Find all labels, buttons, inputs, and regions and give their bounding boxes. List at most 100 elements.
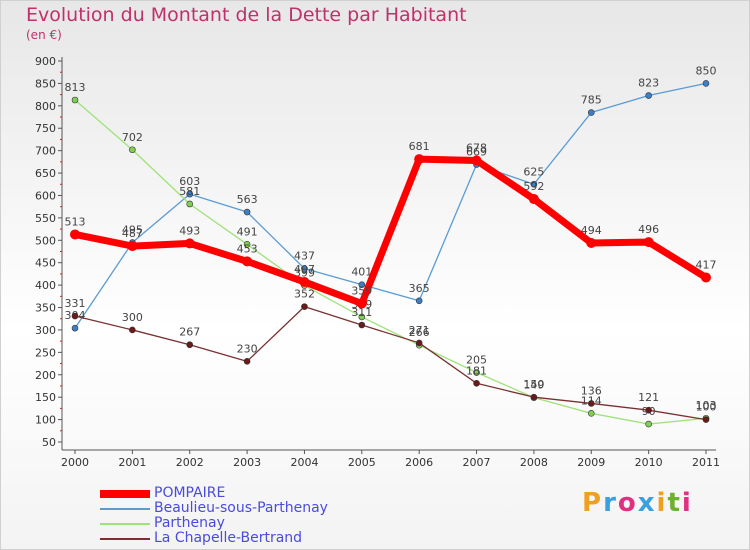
legend-swatch: [100, 538, 150, 540]
data-point-pompaire: [299, 276, 310, 287]
data-point-parthenay: [645, 420, 652, 428]
y-tick-label: 150: [35, 391, 56, 404]
y-tick-label: 650: [35, 167, 56, 180]
brand-letter: i: [656, 488, 668, 518]
data-label-beaulieu-sous-parthenay: 603: [179, 175, 200, 188]
data-label-la-chapelle-bertrand: 136: [581, 384, 602, 397]
series-line-la-chapelle-bertrand: [74, 305, 707, 421]
series-line-beaulieu-sous-parthenay: [74, 82, 707, 329]
y-tick-label: 450: [35, 257, 56, 270]
data-label-la-chapelle-bertrand: 121: [638, 391, 659, 404]
data-point-pompaire: [356, 298, 367, 309]
data-label-parthenay: 702: [122, 131, 143, 144]
data-point-beaulieu-sous-parthenay: [645, 92, 652, 99]
data-point-la-chapelle-bertrand: [301, 303, 308, 310]
data-point-la-chapelle-bertrand: [186, 341, 194, 349]
data-label-pompaire: 681: [409, 140, 430, 153]
brand-logo: Proxiti: [582, 488, 693, 518]
legend-item-pompaire: POMPAIRE: [100, 485, 420, 501]
data-point-pompaire: [70, 229, 80, 240]
data-point-la-chapelle-bertrand: [473, 379, 480, 387]
data-point-parthenay: [129, 146, 136, 154]
data-point-parthenay: [71, 96, 79, 104]
data-label-beaulieu-sous-parthenay: 823: [638, 77, 659, 90]
x-tick-label: 2001: [118, 456, 146, 469]
data-label-pompaire: 453: [237, 242, 258, 255]
data-label-parthenay: 103: [696, 399, 717, 412]
legend-label: POMPAIRE: [154, 485, 226, 501]
data-label-parthenay: 581: [179, 185, 200, 198]
legend-item-parthenay: Parthenay: [100, 515, 420, 531]
data-label-pompaire: 678: [466, 142, 487, 155]
data-label-beaulieu-sous-parthenay: 563: [237, 193, 258, 206]
data-label-parthenay: 149: [523, 379, 544, 392]
data-point-beaulieu-sous-parthenay: [587, 109, 595, 116]
data-label-beaulieu-sous-parthenay: 495: [122, 224, 143, 237]
x-tick-label: 2011: [692, 456, 720, 469]
data-label-pompaire: 493: [179, 224, 200, 237]
data-label-beaulieu-sous-parthenay: 401: [351, 266, 372, 279]
data-label-la-chapelle-bertrand: 230: [237, 342, 258, 355]
legend-swatch: [100, 523, 150, 525]
data-point-parthenay: [186, 200, 194, 208]
data-point-pompaire: [242, 256, 253, 267]
y-tick-label: 900: [35, 55, 56, 68]
data-label-la-chapelle-bertrand: 267: [179, 326, 200, 339]
x-tick-label: 2006: [405, 456, 433, 469]
data-point-beaulieu-sous-parthenay: [71, 324, 79, 332]
data-point-pompaire: [701, 272, 711, 283]
data-point-pompaire: [184, 238, 195, 249]
data-point-la-chapelle-bertrand: [243, 358, 251, 365]
data-point-beaulieu-sous-parthenay: [186, 190, 194, 198]
y-tick-label: 200: [35, 369, 56, 382]
data-label-pompaire: 417: [696, 258, 717, 271]
unit-label: (en €): [26, 28, 62, 42]
x-tick-label: 2009: [577, 456, 605, 469]
data-point-beaulieu-sous-parthenay: [702, 80, 710, 87]
data-label-la-chapelle-bertrand: 300: [122, 311, 143, 324]
data-label-parthenay: 205: [466, 354, 487, 367]
data-point-la-chapelle-bertrand: [645, 406, 652, 414]
data-point-parthenay: [473, 369, 480, 376]
data-point-beaulieu-sous-parthenay: [301, 265, 308, 272]
x-tick-label: 2003: [233, 456, 261, 469]
x-tick-label: 2002: [176, 456, 204, 469]
data-label-beaulieu-sous-parthenay: 785: [581, 94, 602, 107]
data-label-la-chapelle-bertrand: 331: [65, 297, 86, 310]
data-point-la-chapelle-bertrand: [358, 321, 366, 329]
legend-item-la-chapelle-bertrand: La Chapelle-Bertrand: [100, 530, 420, 546]
x-tick-label: 2004: [290, 456, 318, 469]
y-tick-label: 700: [35, 145, 56, 158]
data-label-la-chapelle-bertrand: 271: [409, 324, 430, 337]
y-tick-label: 300: [35, 324, 56, 337]
y-tick-label: 550: [35, 212, 56, 225]
data-point-beaulieu-sous-parthenay: [243, 208, 251, 216]
data-point-la-chapelle-bertrand: [415, 339, 423, 347]
series-line-pompaire: [71, 155, 710, 307]
data-label-pompaire: 513: [65, 215, 86, 228]
y-tick-label: 250: [35, 346, 56, 359]
data-point-la-chapelle-bertrand: [587, 400, 595, 407]
y-tick-label: 800: [35, 100, 56, 113]
data-point-pompaire: [528, 194, 539, 205]
data-label-la-chapelle-bertrand: 352: [294, 288, 315, 301]
data-label-la-chapelle-bertrand: 150: [523, 378, 544, 391]
data-label-la-chapelle-bertrand: 181: [466, 364, 487, 377]
legend-swatch: [100, 490, 150, 498]
data-point-pompaire: [643, 237, 654, 248]
data-point-beaulieu-sous-parthenay: [530, 180, 538, 188]
brand-letter: r: [603, 488, 618, 518]
data-label-beaulieu-sous-parthenay: 669: [466, 146, 487, 159]
data-point-parthenay: [358, 313, 366, 321]
data-label-beaulieu-sous-parthenay: 625: [523, 165, 544, 178]
y-tick-label: 50: [42, 436, 56, 449]
x-tick-label: 2008: [520, 456, 548, 469]
data-label-pompaire: 592: [523, 180, 544, 193]
legend-item-beaulieu-sous-parthenay: Beaulieu-sous-Parthenay: [100, 500, 420, 516]
data-point-beaulieu-sous-parthenay: [358, 281, 366, 288]
data-point-la-chapelle-bertrand: [129, 326, 136, 334]
x-tick-label: 2010: [635, 456, 663, 469]
data-point-pompaire: [414, 154, 425, 165]
data-point-la-chapelle-bertrand: [71, 312, 79, 320]
